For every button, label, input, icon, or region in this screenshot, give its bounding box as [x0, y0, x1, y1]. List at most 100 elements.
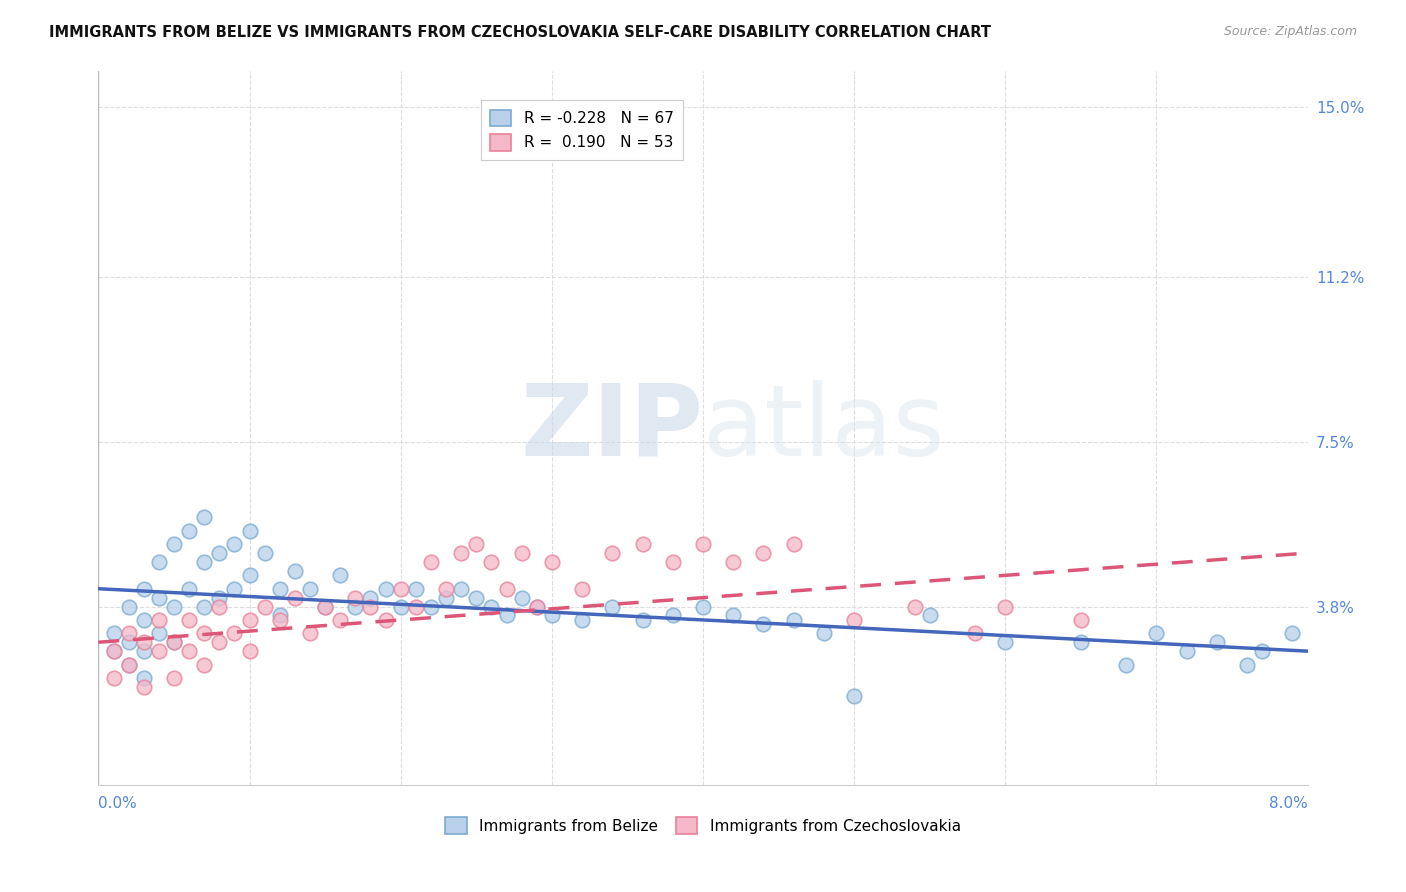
Point	[405, 599, 427, 614]
Point	[631, 613, 654, 627]
Text: 0.0%: 0.0%	[98, 796, 138, 811]
Point	[495, 582, 517, 596]
Point	[420, 555, 443, 569]
Point	[723, 608, 745, 623]
Point	[179, 524, 201, 538]
Point	[239, 524, 262, 538]
Text: 8.0%: 8.0%	[1268, 796, 1308, 811]
Point	[344, 599, 367, 614]
Point	[269, 608, 291, 623]
Point	[994, 635, 1017, 649]
Point	[132, 671, 155, 685]
Point	[692, 599, 714, 614]
Point	[148, 626, 170, 640]
Point	[103, 644, 125, 658]
Point	[193, 626, 215, 640]
Point	[179, 582, 201, 596]
Point	[495, 608, 517, 623]
Point	[208, 591, 231, 605]
Point	[481, 599, 503, 614]
Point	[631, 537, 654, 551]
Point	[118, 657, 141, 672]
Point	[405, 582, 427, 596]
Point	[132, 613, 155, 627]
Point	[269, 582, 291, 596]
Point	[132, 635, 155, 649]
Point	[1175, 644, 1198, 658]
Point	[1281, 626, 1303, 640]
Point	[193, 555, 215, 569]
Point	[314, 599, 336, 614]
Point	[783, 537, 806, 551]
Point	[208, 546, 231, 560]
Point	[224, 582, 246, 596]
Point	[284, 564, 307, 578]
Point	[118, 626, 141, 640]
Point	[208, 599, 231, 614]
Point	[193, 510, 215, 524]
Point	[224, 537, 246, 551]
Point	[481, 555, 503, 569]
Point	[526, 599, 548, 614]
Point	[571, 582, 593, 596]
Point	[103, 671, 125, 685]
Point	[239, 644, 262, 658]
Point	[132, 582, 155, 596]
Point	[163, 671, 186, 685]
Point	[193, 599, 215, 614]
Text: atlas: atlas	[703, 380, 945, 476]
Point	[179, 613, 201, 627]
Point	[148, 555, 170, 569]
Point	[844, 613, 866, 627]
Point	[193, 657, 215, 672]
Point	[602, 546, 624, 560]
Point	[752, 546, 775, 560]
Point	[571, 613, 593, 627]
Point	[1236, 657, 1258, 672]
Point	[148, 591, 170, 605]
Point	[344, 591, 367, 605]
Point	[314, 599, 336, 614]
Point	[526, 599, 548, 614]
Point	[360, 591, 382, 605]
Point	[752, 617, 775, 632]
Point	[450, 582, 472, 596]
Point	[284, 591, 307, 605]
Point	[103, 626, 125, 640]
Point	[844, 689, 866, 703]
Point	[208, 635, 231, 649]
Point	[1115, 657, 1137, 672]
Point	[1070, 635, 1092, 649]
Point	[540, 608, 562, 623]
Point	[118, 657, 141, 672]
Point	[224, 626, 246, 640]
Point	[510, 591, 533, 605]
Point	[239, 613, 262, 627]
Point	[1251, 644, 1274, 658]
Point	[965, 626, 987, 640]
Point	[253, 546, 276, 560]
Legend: Immigrants from Belize, Immigrants from Czechoslovakia: Immigrants from Belize, Immigrants from …	[437, 810, 969, 841]
Point	[783, 613, 806, 627]
Point	[148, 644, 170, 658]
Point	[132, 680, 155, 694]
Point	[360, 599, 382, 614]
Point	[163, 635, 186, 649]
Text: IMMIGRANTS FROM BELIZE VS IMMIGRANTS FROM CZECHOSLOVAKIA SELF-CARE DISABILITY CO: IMMIGRANTS FROM BELIZE VS IMMIGRANTS FRO…	[49, 25, 991, 40]
Point	[163, 635, 186, 649]
Point	[1206, 635, 1229, 649]
Point	[904, 599, 927, 614]
Point	[723, 555, 745, 569]
Point	[299, 582, 322, 596]
Point	[465, 537, 488, 551]
Point	[450, 546, 472, 560]
Point	[239, 568, 262, 582]
Point	[510, 546, 533, 560]
Point	[118, 599, 141, 614]
Point	[148, 613, 170, 627]
Point	[434, 582, 457, 596]
Point	[661, 555, 683, 569]
Point	[163, 599, 186, 614]
Point	[813, 626, 835, 640]
Point	[163, 537, 186, 551]
